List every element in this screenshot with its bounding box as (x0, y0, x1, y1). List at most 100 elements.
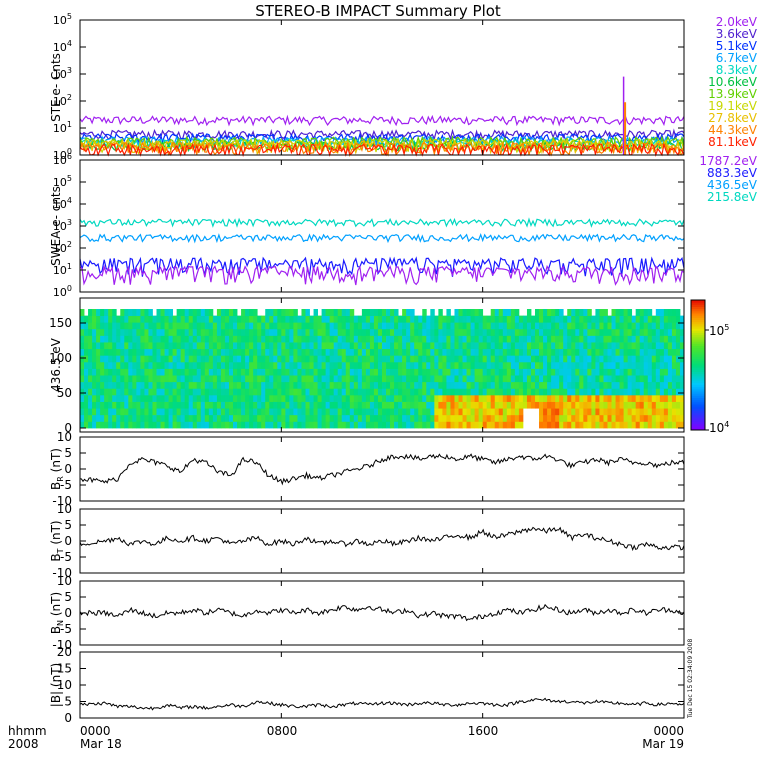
pad-cell (382, 388, 386, 395)
pad-cell (88, 342, 92, 349)
pad-cell (185, 362, 189, 369)
pad-cell (140, 375, 144, 382)
pad-cell (209, 375, 213, 382)
pad-cell (471, 402, 475, 409)
pad-cell (495, 355, 499, 362)
pad-cell (499, 395, 503, 402)
pad-cell (434, 329, 438, 336)
pad-cell (527, 309, 531, 316)
pad-cell (571, 355, 575, 362)
pad-cell (523, 329, 527, 336)
pad-cell (161, 335, 165, 342)
pad-cell (265, 408, 269, 415)
pad-cell (628, 355, 632, 362)
pad-cell (173, 408, 177, 415)
pad-cell (579, 415, 583, 422)
pad-cell (426, 395, 430, 402)
pad-cell (475, 316, 479, 323)
pad-cell (430, 369, 434, 376)
pad-cell (406, 335, 410, 342)
pad-cell (92, 421, 96, 428)
pad-cell (293, 342, 297, 349)
pad-cell (346, 355, 350, 362)
pad-cell (100, 382, 104, 389)
pad-cell (410, 349, 414, 356)
pad-cell (378, 369, 382, 376)
pad-cell (354, 335, 358, 342)
pad-cell (124, 355, 128, 362)
pad-cell (209, 395, 213, 402)
pad-cell (495, 421, 499, 428)
pad-cell (322, 309, 326, 316)
pad-cell (177, 316, 181, 323)
pad-cell (531, 316, 535, 323)
pad-cell (148, 375, 152, 382)
pad-cell (108, 322, 112, 329)
pad-cell (297, 395, 301, 402)
pad-cell (676, 388, 680, 395)
pad-cell (281, 335, 285, 342)
time-axis-footer: hhmm 2008 0000 0800 1600 0000 Mar 18 Mar… (8, 638, 694, 751)
pad-cell (479, 415, 483, 422)
pad-cell (314, 395, 318, 402)
pad-cell (293, 316, 297, 323)
pad-cell (378, 322, 382, 329)
pad-cell (507, 349, 511, 356)
pad-cell (225, 415, 229, 422)
pad-cell (181, 322, 185, 329)
pad-cell (539, 375, 543, 382)
pad-cell (350, 322, 354, 329)
pad-cell (189, 322, 193, 329)
timestamp: Tue Dec 15 02:34:09 2008 (687, 638, 694, 719)
pad-cell (326, 382, 330, 389)
pad-cell (181, 382, 185, 389)
pad-cell (249, 309, 253, 316)
pad-cell (157, 309, 161, 316)
pad-cell (648, 362, 652, 369)
pad-cell (644, 369, 648, 376)
pad-cell (603, 395, 607, 402)
pad-cell (285, 415, 289, 422)
pad-cell (575, 402, 579, 409)
pad-cell (599, 362, 603, 369)
pad-cell (519, 335, 523, 342)
pad-cell (398, 322, 402, 329)
pad-cell (446, 309, 450, 316)
pad-cell (189, 349, 193, 356)
swea-tick-exp-4: 4 (67, 196, 72, 205)
pad-cell (535, 342, 539, 349)
pad-cell (378, 362, 382, 369)
pad-cell (237, 322, 241, 329)
pad-cell (660, 349, 664, 356)
pad-cell (330, 375, 334, 382)
pad-cell (165, 369, 169, 376)
pad-cell (245, 309, 249, 316)
pad-cell (209, 369, 213, 376)
pad-cell (301, 375, 305, 382)
pad-cell (491, 408, 495, 415)
pad-cell (515, 415, 519, 422)
pad-cell (318, 388, 322, 395)
pad-cell (249, 342, 253, 349)
pad-cell (454, 382, 458, 389)
pad-cell (636, 309, 640, 316)
pad-cell (370, 335, 374, 342)
pad-cell (459, 322, 463, 329)
pad-cell (454, 355, 458, 362)
pad-cell (463, 375, 467, 382)
pad-cell (293, 382, 297, 389)
pad-cell (459, 408, 463, 415)
pad-cell (108, 369, 112, 376)
pad-cell (467, 375, 471, 382)
pad-cell (620, 329, 624, 336)
pad-cell (124, 316, 128, 323)
pad-cell (181, 355, 185, 362)
pad-cell (543, 335, 547, 342)
pad-cell (467, 402, 471, 409)
pad-cell (297, 369, 301, 376)
pad-cell (442, 329, 446, 336)
pad-cell (84, 342, 88, 349)
pad-cell (92, 388, 96, 395)
pad-cell (281, 316, 285, 323)
pad-cell (96, 375, 100, 382)
